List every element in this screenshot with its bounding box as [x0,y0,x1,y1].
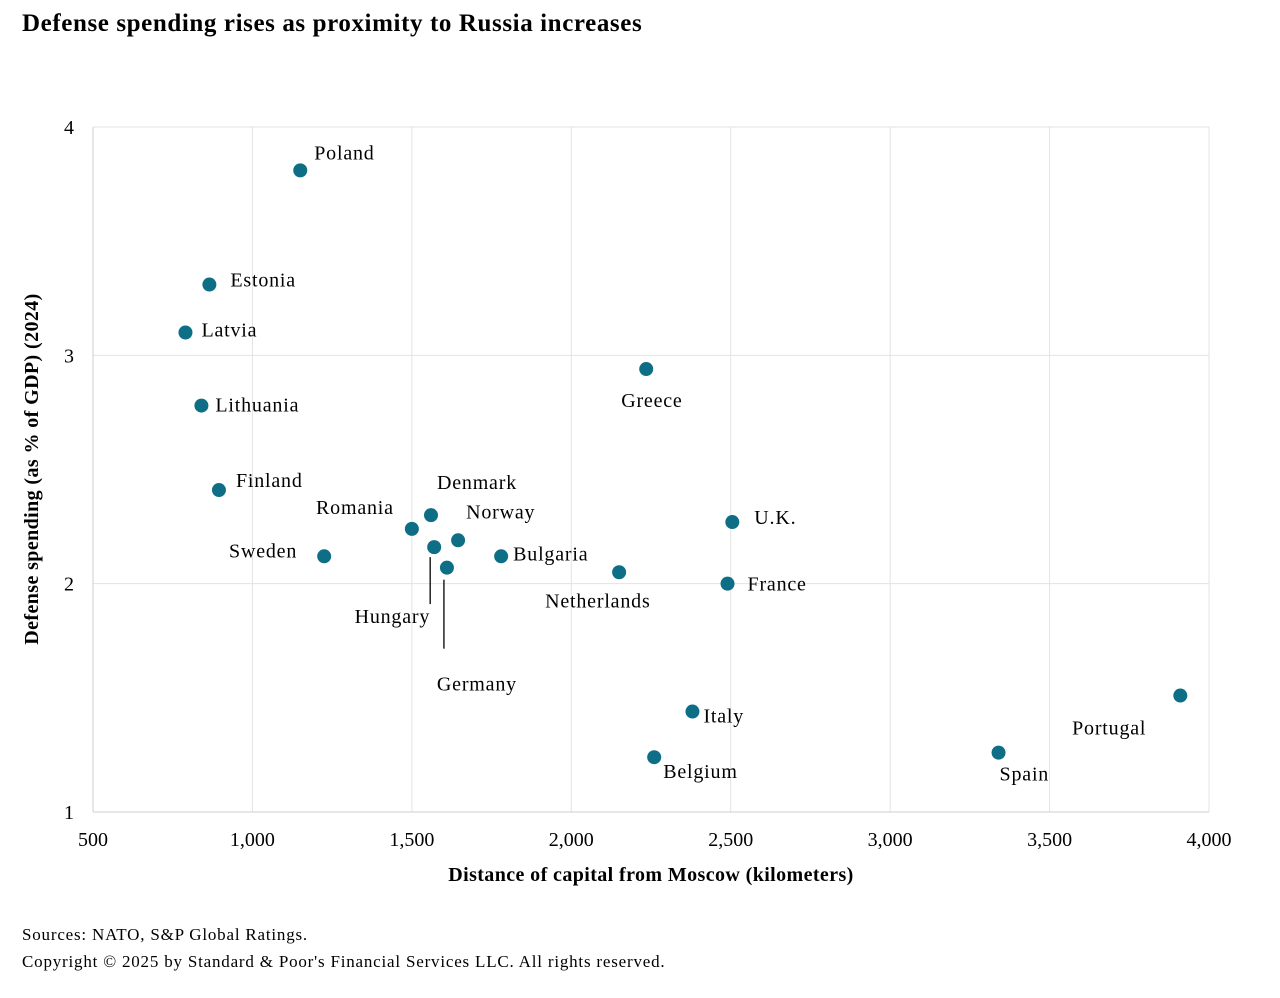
point-label: Estonia [230,270,296,292]
y-tick-label: 2 [64,574,74,596]
point-labels: Poland Estonia Latvia Lithuania Greece Finlan… [201,142,1146,786]
point-label: Netherlands [545,590,650,612]
source-note: Sources: NATO, S&P Global Ratings. [22,925,308,944]
chart-title: Defense spending rises as proximity to R… [22,10,643,37]
data-point [647,750,662,765]
data-point [439,560,454,575]
point-label: Poland [314,142,374,164]
x-tick-label: 2,000 [549,829,594,851]
data-point [494,549,509,564]
x-tick-label: 4,000 [1187,829,1232,851]
data-point [427,540,442,555]
y-tick-label: 3 [64,345,74,367]
data-point [194,398,209,413]
data-point [451,533,466,548]
x-tick-label: 1,000 [230,829,275,851]
point-label: Finland [236,470,303,492]
x-tick-label: 3,000 [868,829,913,851]
point-label: Bulgaria [513,543,588,565]
data-points [178,163,1188,765]
y-axis-title: Defense spending (as % of GDP) (2024) [21,293,43,644]
point-label: Romania [316,497,394,519]
data-point [317,549,332,564]
grid-lines [93,126,1210,812]
x-tick-label: 2,500 [708,829,753,851]
leader-lines [429,557,445,649]
data-point [202,277,217,292]
data-point [639,362,654,377]
data-point [720,576,735,591]
point-label: Portugal [1072,718,1146,740]
point-label: Belgium [663,761,738,783]
data-point [211,483,226,498]
point-label: Denmark [437,472,517,494]
data-point [404,521,419,536]
point-label: Germany [437,674,517,696]
point-label: Italy [703,706,744,728]
point-label: U.K. [754,507,796,529]
data-point [991,745,1006,760]
point-label: Sweden [229,540,297,562]
data-point [685,704,700,719]
data-point [178,325,193,340]
data-point [725,515,740,530]
point-label: Norway [466,501,535,523]
point-label: Spain [1000,764,1050,786]
point-label: Hungary [355,606,431,628]
point-label: France [748,574,807,596]
point-label: Greece [621,390,682,412]
data-point [423,508,438,523]
y-tick-label: 1 [64,802,74,824]
y-tick-label: 4 [64,117,74,139]
x-tick-label: 500 [78,829,108,851]
data-point [612,565,627,580]
x-tick-label: 3,500 [1027,829,1072,851]
copyright-note: Copyright © 2025 by Standard & Poor's Fi… [22,952,666,971]
axes: 500 1,000 1,500 2,000 2,500 3,000 3,500 4,000 1 2… [64,117,1232,851]
point-label: Lithuania [215,395,299,417]
data-point [293,163,308,178]
x-axis-title: Distance of capital from Moscow (kilomet… [448,864,853,886]
x-tick-label: 1,500 [389,829,434,851]
point-label: Latvia [201,320,257,342]
data-point [1173,688,1188,703]
